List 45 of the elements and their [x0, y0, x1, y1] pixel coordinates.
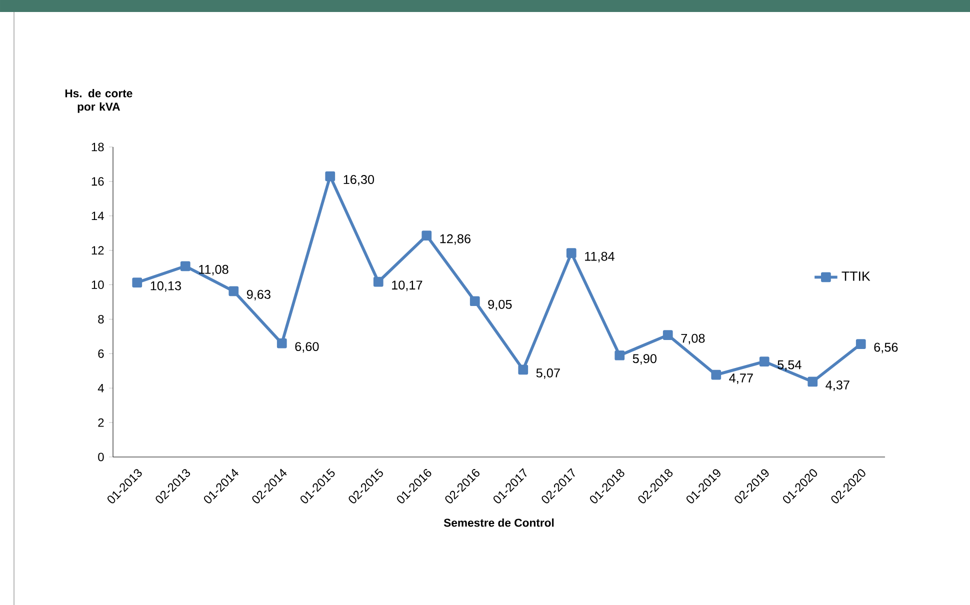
point [276, 338, 287, 348]
y-tick-label: 8 [98, 314, 104, 324]
data-label: 4,77 [729, 374, 753, 384]
y-tick-label: 16 [92, 177, 104, 186]
point [325, 171, 336, 182]
point [662, 330, 673, 340]
data-label: 16,30 [344, 175, 374, 186]
data-label: 12,86 [440, 234, 470, 245]
point [373, 276, 384, 287]
point [566, 248, 576, 258]
data-label: 6,56 [874, 342, 898, 354]
y-tick-label: 18 [92, 142, 104, 152]
y-tick-label: 4 [98, 384, 104, 392]
point [228, 286, 239, 296]
legend-label: TTIK [842, 272, 870, 281]
point [856, 339, 866, 349]
point [808, 376, 818, 387]
y-tick-label: 6 [98, 349, 104, 358]
y-tick-label: 12 [92, 246, 104, 255]
point [759, 356, 770, 367]
data-label: 6,60 [295, 342, 319, 353]
y-axis-title: Hs. de corte por kVA [65, 89, 132, 113]
data-label: 9,63 [246, 290, 270, 300]
data-label: 10,13 [150, 281, 181, 292]
point [470, 296, 480, 306]
point [132, 278, 142, 288]
data-label: 7,08 [681, 334, 705, 344]
data-label: 5,07 [536, 368, 560, 379]
data-label: 5,54 [778, 360, 802, 371]
x-axis-title: Semestre de Control [444, 518, 554, 527]
point [180, 261, 190, 272]
point [614, 350, 625, 360]
y-tick-label: 14 [92, 212, 104, 220]
point [711, 370, 722, 380]
data-label: 10,17 [392, 280, 422, 292]
y-tick-label: 2 [98, 418, 104, 427]
y-tick-label: 10 [92, 280, 104, 290]
data-label: 11,84 [585, 252, 614, 262]
data-label: 4,37 [826, 380, 850, 391]
data-label: 5,90 [632, 354, 656, 365]
point [422, 230, 432, 240]
y-tick-label: 0 [98, 452, 104, 462]
point [518, 364, 528, 375]
data-label: 11,08 [199, 264, 228, 276]
data-label: 9,05 [488, 300, 512, 310]
